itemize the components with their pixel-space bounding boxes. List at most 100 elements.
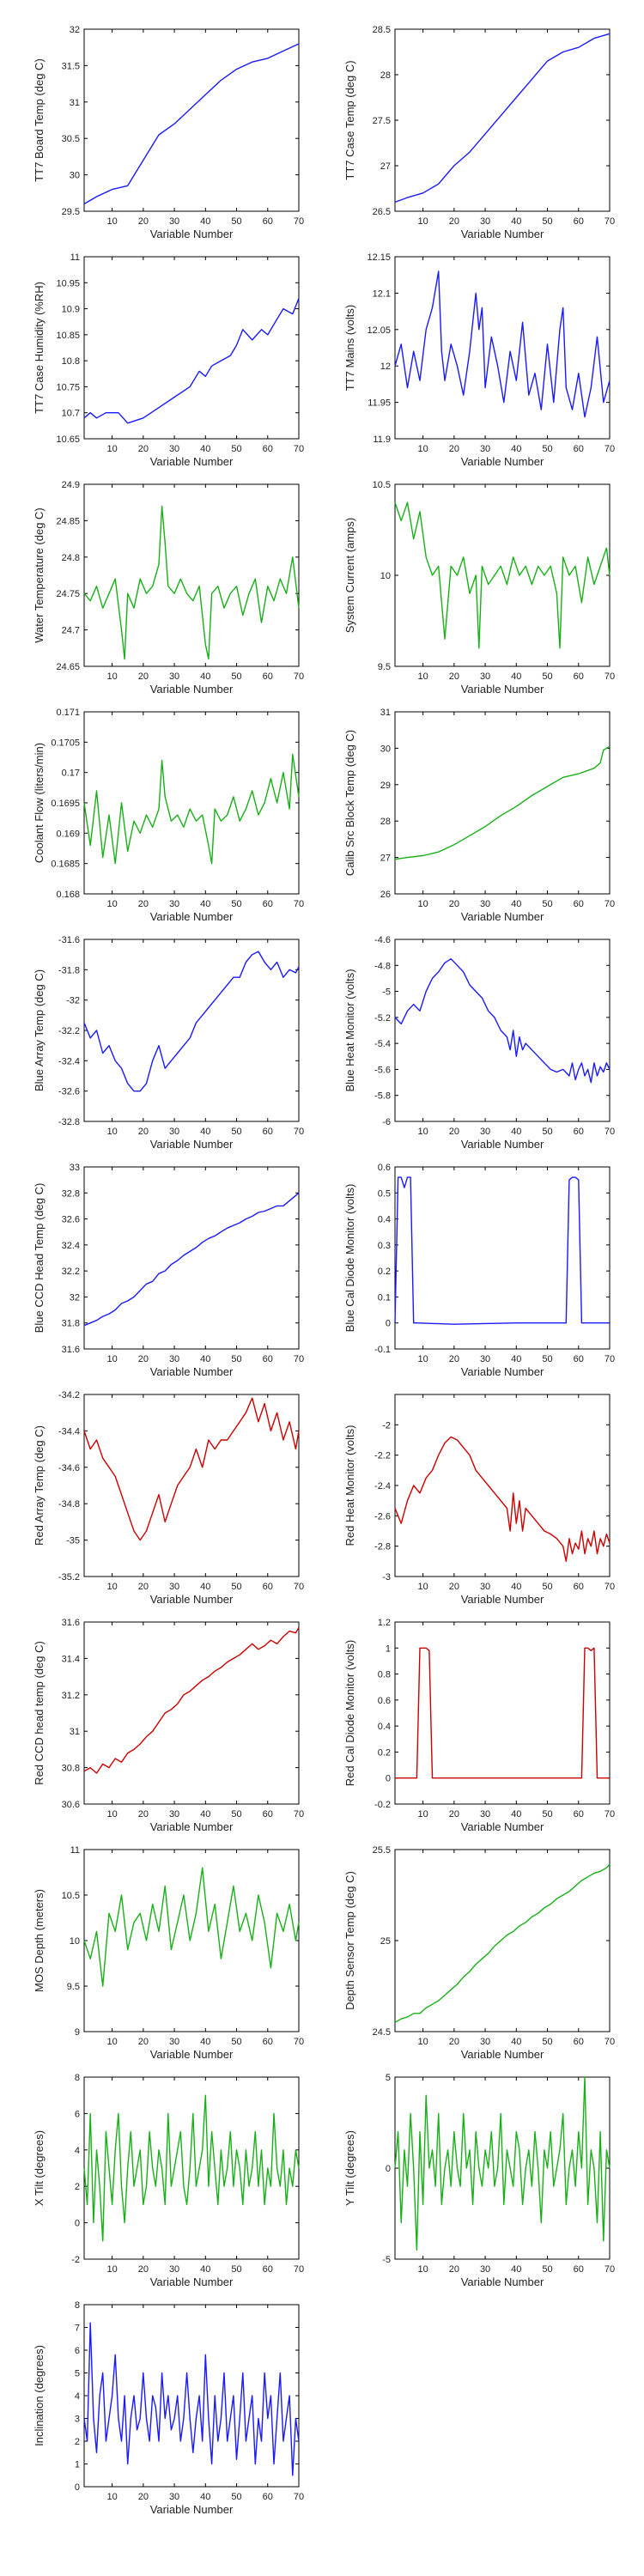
y-axis-label: Red Array Temp (deg C) [33,1425,46,1546]
x-tick-label: 50 [542,1127,552,1137]
y-tick-label: 10.8 [62,356,80,367]
plot-area [83,1394,300,1577]
x-axis-label: Variable Number [150,2503,234,2516]
x-tick-label: 60 [574,1354,584,1364]
x-tick-label: 50 [231,2492,241,2502]
y-axis-label: Blue Array Temp (deg C) [33,969,46,1091]
y-tick-label: 2 [75,2437,80,2447]
series-line [394,33,611,204]
x-tick-label: 40 [511,2037,521,2047]
x-tick-label: 70 [294,1582,304,1592]
series-line [83,298,300,424]
y-tick-label: 10.5 [62,1891,80,1901]
x-tick-label: 10 [106,1809,117,1820]
x-tick-label: 20 [449,216,459,227]
series-line [83,753,300,865]
y-tick-label: 28.5 [373,25,391,35]
series-line [394,2076,611,2251]
y-tick-label: 33 [70,1163,80,1173]
y-tick-label: 0.5 [378,1188,391,1199]
y-tick-label: -34.8 [58,1499,80,1510]
x-tick-label: 50 [542,671,552,682]
x-tick-label: 20 [138,216,149,227]
y-tick-label: 0.17 [62,769,80,779]
x-tick-label: 20 [138,1354,149,1364]
y-tick-label: 4 [75,2391,80,2402]
x-tick-label: 70 [605,2264,615,2275]
x-tick-label: 60 [574,2037,584,2047]
y-tick-label: -5 [382,2255,391,2265]
x-tick-label: 10 [106,2492,117,2502]
y-tick-label: 0.8 [378,1670,391,1680]
plot-area [394,939,611,1122]
x-tick-label: 70 [605,2037,615,2047]
y-tick-label: 32.4 [62,1241,80,1251]
y-tick-label: 30.5 [62,134,80,144]
x-axis-label: Variable Number [461,910,544,923]
x-tick-label: 30 [480,899,490,909]
y-tick-label: 0.6 [378,1696,391,1706]
x-tick-label: 20 [449,1127,459,1137]
x-tick-label: 50 [542,444,552,454]
x-tick-label: 10 [417,899,428,909]
y-tick-label: 10.9 [62,305,80,315]
y-axis-label: Red CCD head temp (deg C) [33,1641,46,1785]
x-tick-label: 30 [169,1127,179,1137]
x-tick-label: 50 [231,1582,241,1592]
y-tick-label: 32 [70,25,80,35]
x-tick-label: 40 [200,899,210,909]
x-axis-label: Variable Number [150,228,234,240]
y-tick-label: -31.6 [58,935,80,945]
x-tick-label: 20 [138,1127,149,1137]
x-tick-label: 50 [542,2264,552,2275]
x-axis-label: Variable Number [461,455,544,468]
y-tick-label: 32.8 [62,1188,80,1199]
x-tick-label: 40 [200,1354,210,1364]
series-line [395,1647,610,1779]
x-tick-label: 40 [511,1127,521,1137]
x-tick-label: 20 [138,2264,149,2275]
x-axis-label: Variable Number [150,2275,234,2288]
series-line [83,2322,300,2476]
x-tick-label: 60 [263,216,273,227]
y-axis-label: Red Heat Monitor (volts) [343,1425,356,1546]
series-line [394,1863,611,2024]
x-tick-label: 30 [169,2037,179,2047]
y-tick-label: 30.6 [62,1800,80,1810]
y-tick-label: 25 [380,1936,391,1947]
y-tick-label: 10.5 [373,480,391,490]
x-tick-label: 10 [106,444,117,454]
x-tick-label: 50 [231,671,241,682]
y-tick-label: -5 [382,987,391,998]
plot-area [83,483,300,667]
x-tick-label: 40 [511,1809,521,1820]
y-tick-label: 10.65 [56,434,80,445]
plot-area [83,1849,300,2032]
chart-panel-6: 10 20 30 40 50 60 70 0.168 0.1685 0.169 0.1695 0.17… [33,708,304,923]
x-tick-label: 30 [169,1809,179,1820]
x-tick-label: 60 [574,1582,584,1592]
y-tick-label: 8 [75,2300,80,2311]
y-tick-label: 30 [380,744,391,754]
y-tick-label: 0 [386,1319,391,1329]
x-tick-label: 50 [542,2037,552,2047]
chart-panel-13: 10 20 30 40 50 60 70 -3 -2.8 -2.6 -2.4 -2.2 -2 Variab… [343,1394,615,1606]
plot-area [83,1166,300,1350]
x-tick-label: 20 [449,671,459,682]
plot-area [394,28,611,212]
x-tick-label: 10 [417,671,428,682]
chart-panel-1: 10 20 30 40 50 60 70 26.5 27 27.5 28 28.5 Variable N… [343,25,615,240]
x-tick-label: 70 [294,2492,304,2502]
x-tick-label: 50 [231,1354,241,1364]
x-tick-label: 60 [263,1354,273,1364]
x-tick-label: 60 [263,671,273,682]
x-tick-label: 10 [417,2264,428,2275]
y-tick-label: -4.6 [374,935,391,945]
x-tick-label: 10 [417,1127,428,1137]
x-tick-label: 20 [138,899,149,909]
x-tick-label: 30 [480,1809,490,1820]
chart-panel-16: 10 20 30 40 50 60 70 9 9.5 10 10.5 11 Variable Numbe… [33,1845,304,2061]
chart-panel-11: 10 20 30 40 50 60 70 -0.1 0 0.1 0.2 0.3 0.4 0.5 0.6 Var… [343,1163,615,1378]
x-tick-label: 30 [480,1127,490,1137]
y-axis-label: System Current (amps) [343,518,356,633]
